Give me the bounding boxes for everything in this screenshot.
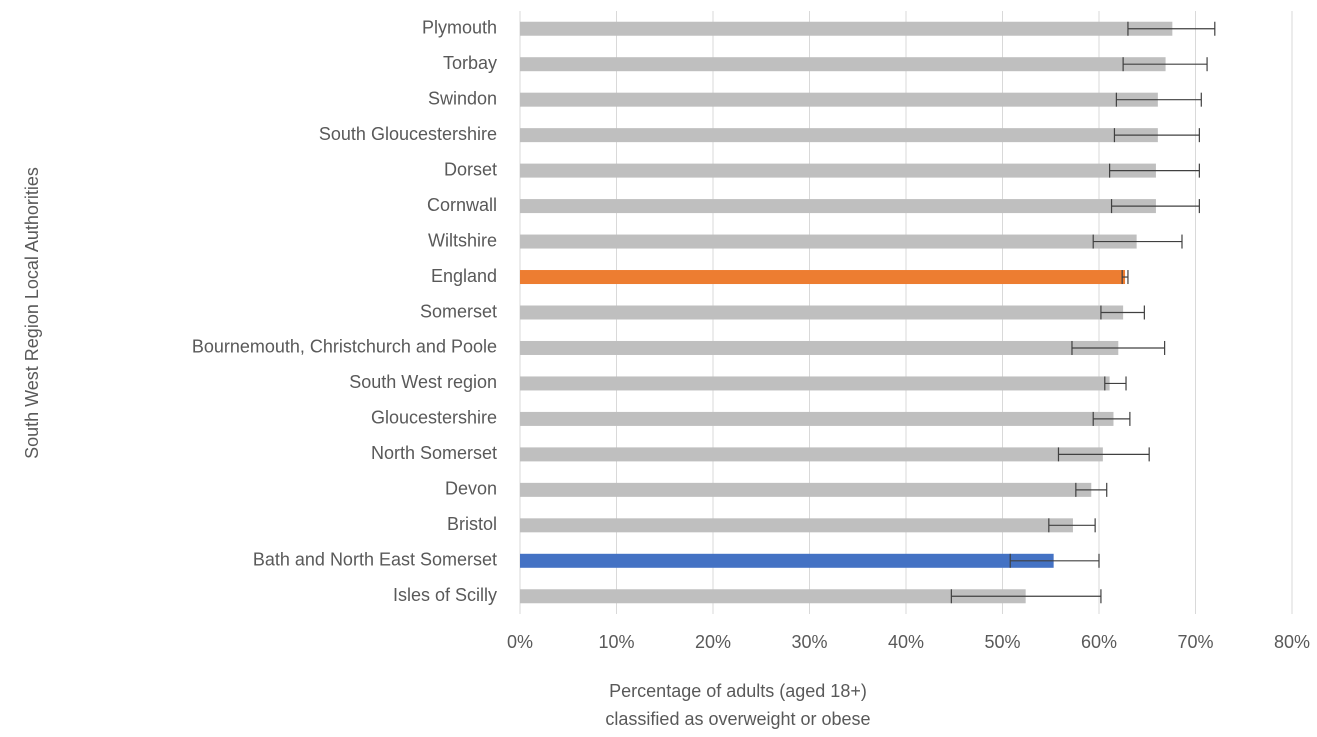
x-tick-label: 70% <box>1177 632 1213 652</box>
bar <box>520 411 1114 426</box>
y-tick-label: Cornwall <box>427 195 497 215</box>
bar <box>520 21 1173 36</box>
x-tick-label: 80% <box>1274 632 1310 652</box>
y-tick-label: Bath and North East Somerset <box>253 550 497 570</box>
y-tick-label: Torbay <box>443 53 497 73</box>
bar <box>520 199 1156 214</box>
y-tick-label: Gloucestershire <box>371 408 497 428</box>
bar <box>520 589 1026 604</box>
x-axis-title: Percentage of adults (aged 18+) <box>609 681 867 701</box>
y-tick-label: Somerset <box>420 301 497 321</box>
y-tick-label: England <box>431 266 497 286</box>
x-tick-label: 50% <box>984 632 1020 652</box>
y-tick-label: South West region <box>349 372 497 392</box>
y-tick-label: Wiltshire <box>428 230 497 250</box>
bar <box>520 482 1092 497</box>
bar <box>520 128 1158 143</box>
y-axis-title: South West Region Local Authorities <box>22 167 42 459</box>
y-tick-label: Devon <box>445 479 497 499</box>
x-tick-label: 0% <box>507 632 533 652</box>
bar <box>520 518 1073 533</box>
bar <box>520 447 1103 462</box>
y-tick-label: Swindon <box>428 88 497 108</box>
bar <box>520 553 1054 568</box>
bar <box>520 340 1119 355</box>
bar <box>520 305 1124 320</box>
y-tick-label: Bournemouth, Christchurch and Poole <box>192 337 497 357</box>
x-axis-title: classified as overweight or obese <box>605 709 870 729</box>
x-tick-label: 40% <box>888 632 924 652</box>
bar <box>520 92 1158 107</box>
bar <box>520 57 1166 72</box>
x-tick-label: 10% <box>598 632 634 652</box>
y-tick-label: North Somerset <box>371 443 497 463</box>
y-tick-label: Isles of Scilly <box>393 585 497 605</box>
y-tick-label: Dorset <box>444 159 497 179</box>
bar <box>520 234 1137 249</box>
x-tick-label: 60% <box>1081 632 1117 652</box>
bar <box>520 163 1156 178</box>
bar <box>520 376 1110 391</box>
y-tick-label: South Gloucestershire <box>319 124 497 144</box>
bar <box>520 270 1126 285</box>
x-tick-label: 30% <box>791 632 827 652</box>
y-tick-label: Bristol <box>447 514 497 534</box>
x-tick-label: 20% <box>695 632 731 652</box>
y-tick-label: Plymouth <box>422 17 497 37</box>
